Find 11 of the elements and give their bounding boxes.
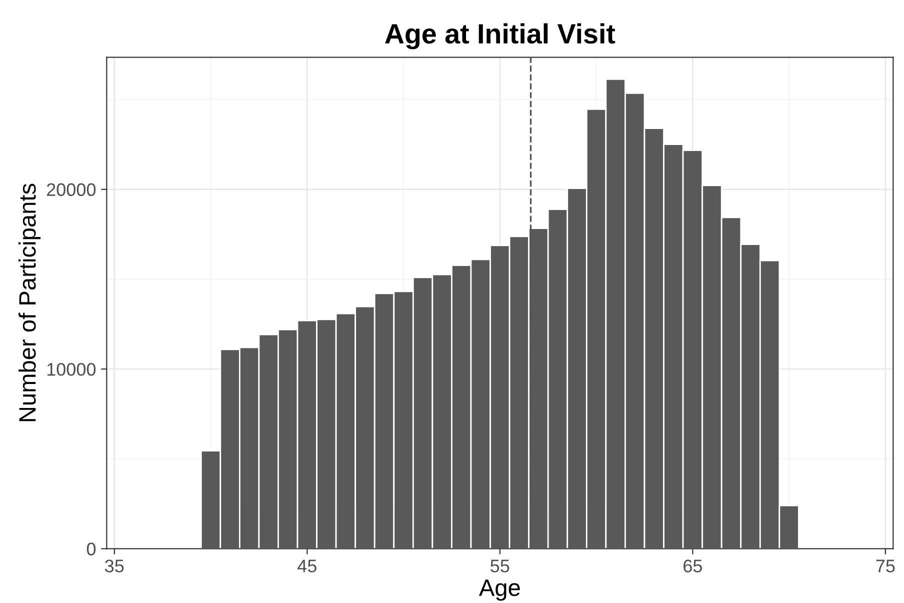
y-tick-label: 0 xyxy=(86,542,96,556)
y-tick-label: 20000 xyxy=(46,183,96,196)
x-tick-label: 35 xyxy=(105,560,124,572)
x-tick-label: 75 xyxy=(876,560,895,572)
x-tick-label: 45 xyxy=(298,560,316,572)
x-tick-label: 65 xyxy=(684,560,702,572)
x-axis-title: Age xyxy=(478,580,520,601)
chart-title: Age at Initial Visit xyxy=(385,23,616,50)
y-tick-label: 10000 xyxy=(47,362,96,376)
y-axis-title: Number of Participants xyxy=(18,184,40,422)
x-tick-label: 55 xyxy=(490,560,510,572)
